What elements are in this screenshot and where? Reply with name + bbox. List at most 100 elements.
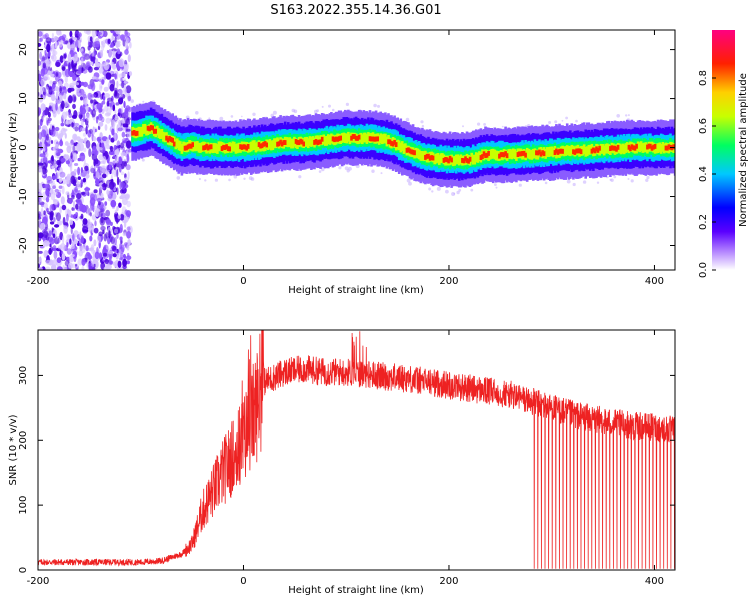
noise-speckle: [92, 145, 97, 155]
ridge-cell: [586, 146, 589, 157]
noise-speckle: [71, 60, 74, 69]
noise-speckle: [71, 194, 75, 200]
ridge-cell: [397, 140, 401, 151]
ridge-cell: [157, 128, 161, 139]
noise-speckle: [100, 216, 104, 224]
noise-speckle: [71, 94, 77, 103]
ridge-cell: [556, 150, 560, 155]
scatter-speckle: [316, 109, 319, 112]
ridge-cell: [598, 145, 601, 151]
scatter-speckle: [421, 124, 425, 128]
noise-speckle: [54, 41, 58, 49]
ridge-cell: [672, 144, 675, 150]
scatter-speckle: [445, 189, 449, 194]
noise-speckle: [53, 199, 59, 205]
scatter-speckle: [627, 114, 630, 117]
noise-speckle: [114, 155, 120, 164]
noise-speckle: [42, 110, 45, 117]
ridge-cell: [481, 154, 484, 159]
ridge-cell: [661, 142, 665, 152]
noise-speckle: [119, 189, 124, 194]
noise-speckle: [56, 155, 60, 159]
scatter-speckle: [130, 99, 134, 103]
scatter-speckle: [462, 125, 464, 128]
ridge-cell: [145, 125, 148, 136]
noise-speckle: [79, 111, 83, 116]
ridge-cell: [179, 141, 182, 151]
ridge-cell: [293, 136, 296, 147]
noise-speckle: [98, 121, 104, 127]
noise-speckle: [111, 34, 115, 41]
ridge-cell: [448, 155, 452, 161]
ridge-cell: [499, 152, 503, 158]
ridge-cell: [131, 130, 134, 136]
ridge-cell: [290, 138, 293, 149]
noise-speckle: [65, 160, 70, 165]
noise-speckle: [77, 176, 82, 181]
ridge-cell: [379, 133, 382, 144]
ridge-cell: [223, 145, 227, 150]
ridge-cell: [276, 141, 279, 147]
ridge-cell: [171, 137, 174, 143]
noise-speckle: [104, 201, 108, 206]
ridge-cell: [411, 149, 415, 155]
ridge-cell: [473, 154, 477, 165]
ridge-cell: [384, 133, 387, 144]
ridge-cell: [578, 148, 581, 154]
noise-speckle: [93, 227, 99, 234]
scatter-speckle: [230, 115, 234, 118]
noise-speckle: [53, 159, 56, 164]
noise-speckle: [120, 252, 124, 260]
scatter-speckle: [214, 178, 218, 182]
noise-speckle: [50, 55, 55, 60]
noise-speckle: [95, 158, 99, 165]
ridge-cell: [396, 139, 399, 150]
ridge-cell: [635, 143, 638, 149]
noise-speckle: [116, 205, 119, 212]
noise-speckle: [38, 107, 42, 116]
ridge-cell: [142, 124, 145, 134]
spectrogram-frame: [37, 29, 676, 271]
ridge-cell: [416, 148, 419, 159]
noise-speckle: [99, 82, 103, 92]
noise-speckle: [57, 80, 63, 87]
noise-speckle: [103, 252, 108, 257]
ridge-cell: [567, 145, 571, 156]
ridge-cell: [282, 140, 285, 145]
noise-speckle: [85, 125, 88, 135]
noise-speckle: [111, 48, 117, 52]
noise-speckle: [62, 58, 66, 62]
noise-speckle: [44, 91, 47, 97]
noise-speckle: [68, 112, 73, 119]
scatter-speckle: [321, 105, 324, 108]
noise-speckle: [69, 238, 72, 245]
ridge-cell: [582, 144, 586, 155]
noise-speckle: [55, 150, 58, 156]
noise-speckle: [58, 167, 62, 171]
ridge-cell: [572, 149, 575, 155]
ridge-cell: [253, 140, 256, 150]
noise-speckle: [82, 229, 89, 233]
ridge-cell: [307, 138, 310, 149]
noise-speckle: [85, 140, 91, 149]
noise-speckle: [59, 171, 66, 178]
noise-speckle: [120, 34, 126, 41]
scatter-speckle: [208, 117, 211, 120]
ridge-cell: [350, 135, 353, 141]
ridge-cell: [549, 146, 552, 157]
ridge-cell: [197, 142, 201, 153]
noise-speckle: [126, 200, 131, 208]
noise-speckle: [107, 49, 113, 58]
scatter-speckle: [408, 181, 412, 186]
noise-speckle: [99, 165, 106, 174]
ridge-cell: [601, 144, 604, 154]
ridge-cell: [322, 134, 325, 145]
ridge-cell: [296, 140, 299, 145]
ridge-cell: [488, 149, 492, 160]
colorbar-ticks: 0.0 0.2 0.4 0.6 0.8: [698, 70, 716, 278]
ridge-cell: [621, 143, 624, 154]
ridge-cell: [314, 139, 318, 144]
ridge-cell: [156, 125, 159, 136]
noise-speckle: [129, 41, 132, 49]
